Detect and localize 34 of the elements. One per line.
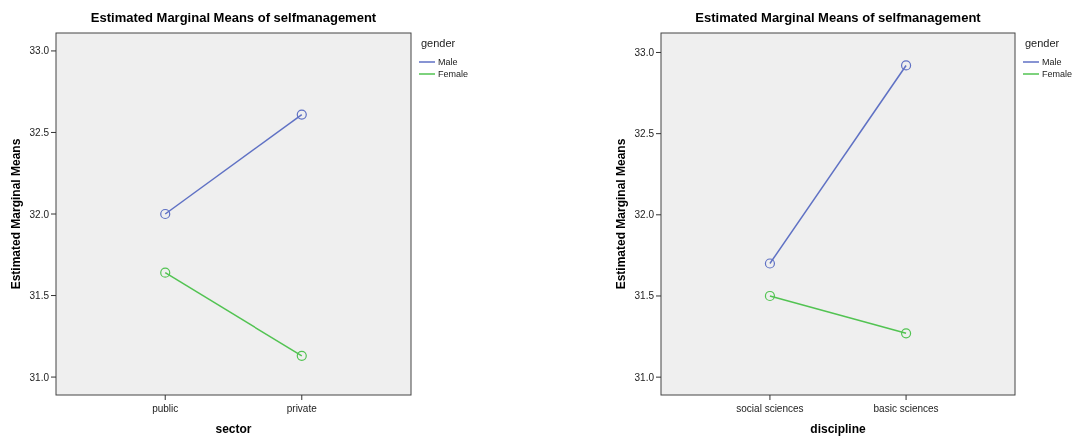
legend-label: Female [438,69,469,80]
point [764,290,776,302]
y-tick-label: 32.5 [634,128,655,140]
y-tick-label: 33.0 [634,46,655,58]
y-tick-label: 32.0 [29,208,50,220]
y-tick-label: 31.5 [634,290,655,302]
x-axis-title: discipline [810,422,866,436]
point [296,109,307,120]
y-axis-title: Estimated Marginal Means [614,138,628,290]
point [764,258,776,269]
point [296,350,307,361]
chart-title: Estimated Marginal Means of selfmanagement [90,10,377,25]
x-tick-label: public [152,403,179,414]
y-axis-title: Estimated Marginal Means [9,138,23,290]
point [900,60,912,71]
chart-title: Estimated Marginal Means of selfmanagement [695,10,982,25]
legend-title: gender [1025,37,1060,49]
y-tick-label: 33.0 [29,45,50,57]
y-tick-label: 31.5 [29,290,50,302]
point [900,328,912,339]
point [160,208,171,220]
legend-title: gender [421,37,456,49]
y-tick-label: 32.5 [29,126,50,138]
x-tick-label: social sciences [736,403,804,414]
y-tick-label: 31.0 [29,371,50,383]
legend-label: Male [438,57,458,68]
y-tick-label: 31.0 [634,371,655,383]
point [160,267,171,278]
x-axis-title: sector [215,422,252,436]
legend-label: Female [1042,69,1073,80]
legend-label: Male [1042,57,1062,68]
x-tick-label: basic sciences [873,403,939,414]
x-tick-label: private [286,403,318,414]
y-tick-label: 32.0 [634,209,655,221]
